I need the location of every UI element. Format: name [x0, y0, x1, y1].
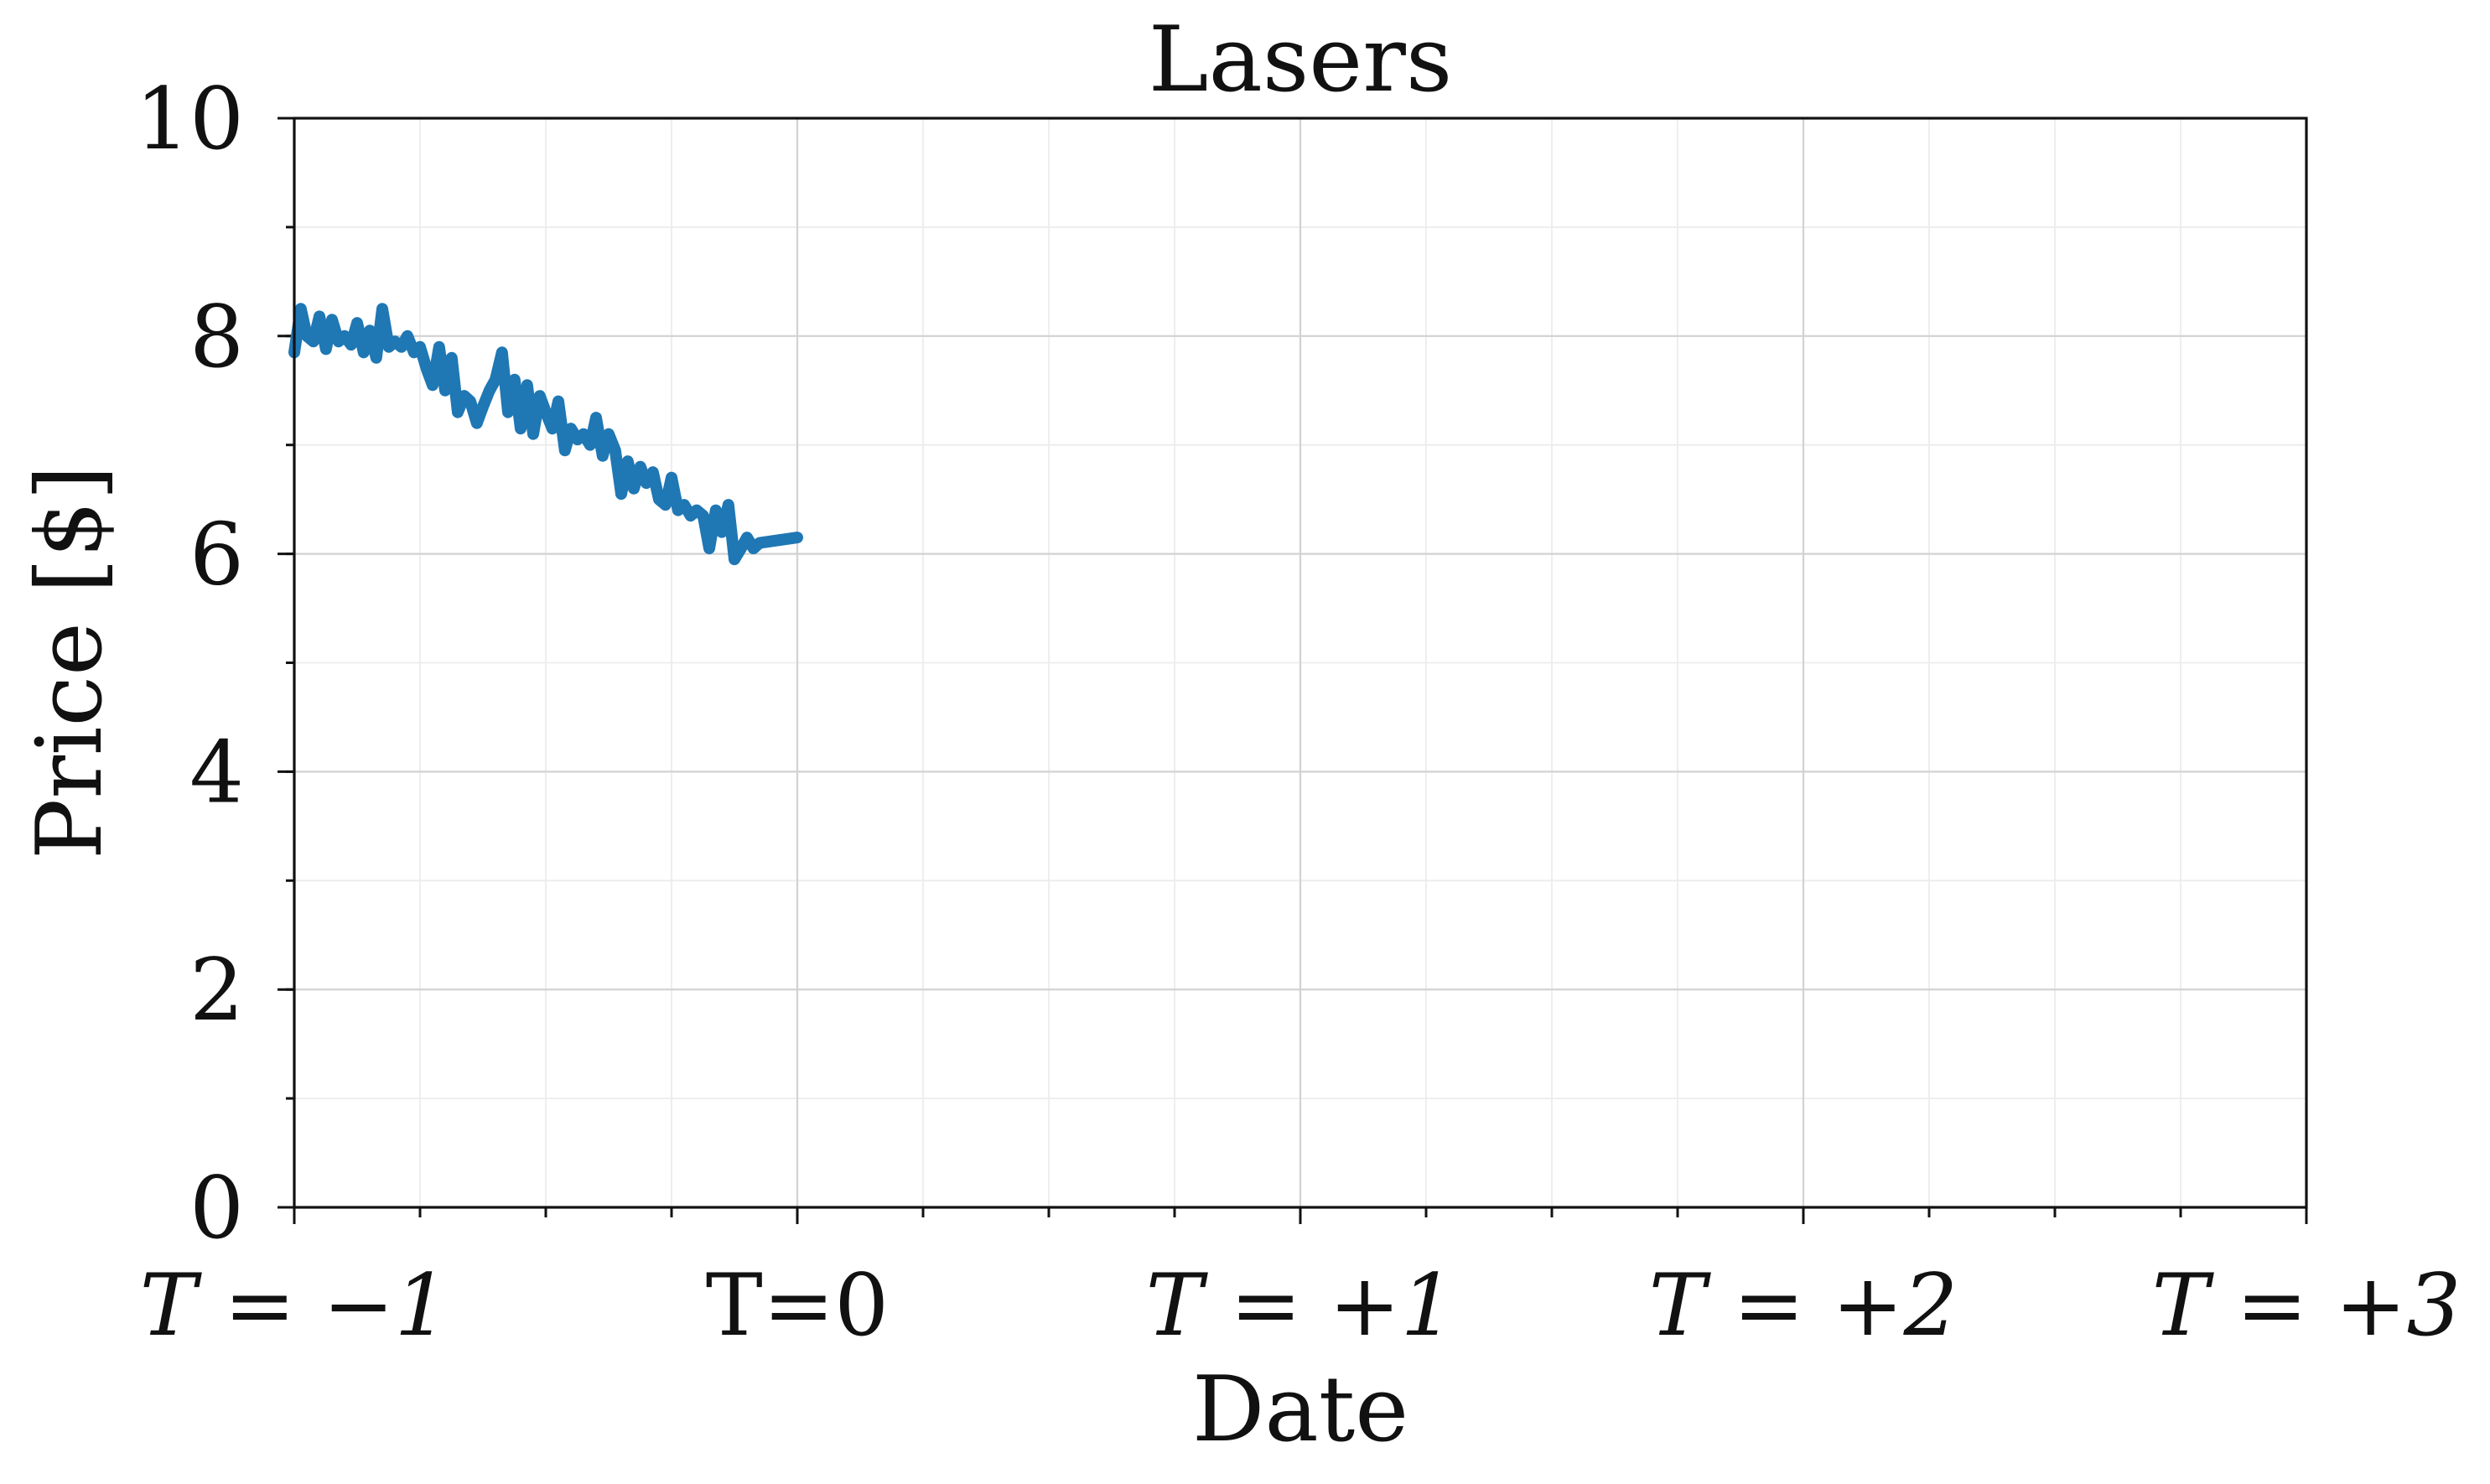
tick-labels: T = −1 T=0 T = +1 T = +2 T = +3 0 2 4 6 8 10 [135, 70, 2461, 1356]
x-tick-label: T = −1 [140, 1256, 449, 1356]
y-tick-label: 8 [189, 288, 244, 387]
x-tick-label: T = +3 [2152, 1256, 2461, 1356]
y-tick-label: 0 [189, 1159, 244, 1258]
y-tick-label: 4 [189, 723, 244, 822]
grid [293, 117, 2308, 1209]
y-tick-label: 10 [135, 70, 244, 169]
axis-ticks [278, 117, 2308, 1224]
x-tick-label: T = +2 [1649, 1256, 1958, 1356]
y-tick-label: 2 [189, 941, 244, 1040]
x-axis-label: Date [1192, 1357, 1408, 1462]
x-tick-label: T = +1 [1146, 1256, 1455, 1356]
series-layer [288, 303, 803, 566]
y-axis-label: Price [$] [18, 465, 122, 860]
x-tick-label: T=0 [706, 1256, 889, 1356]
y-tick-label: 6 [189, 506, 244, 605]
chart-title: Lasers [1149, 8, 1453, 112]
plot-frame [293, 117, 2308, 1209]
series-line [288, 303, 803, 566]
